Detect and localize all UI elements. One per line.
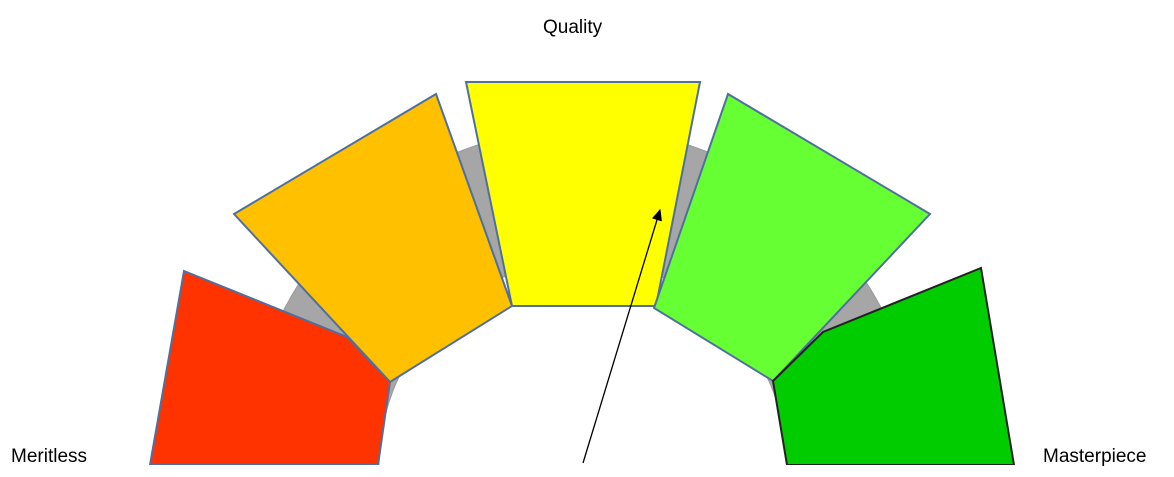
label-masterpiece: Masterpiece [1043,446,1147,467]
gauge-needle-arrow [582,208,662,464]
segment-red [148,269,392,466]
segment-dark-green [771,266,1016,466]
label-meritless: Meritless [11,446,88,467]
label-quality: Quality [543,17,603,38]
